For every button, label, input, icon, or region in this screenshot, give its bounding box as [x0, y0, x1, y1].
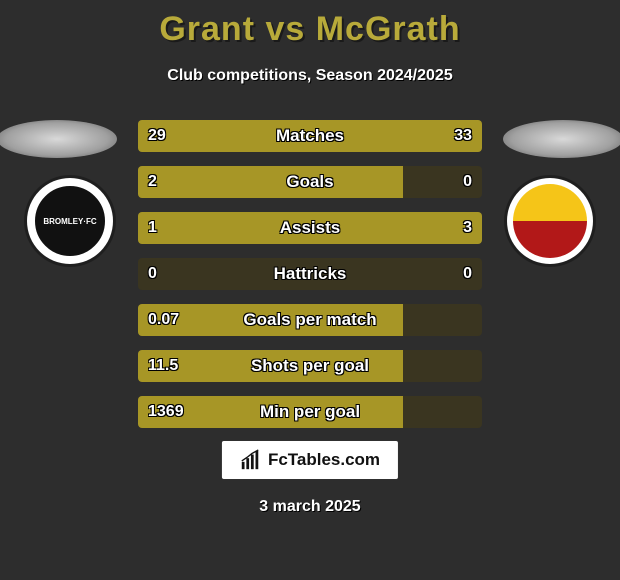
club-badge-right — [507, 178, 593, 264]
date-label: 3 march 2025 — [0, 498, 620, 516]
stats-list: 29Matches332Goals01Assists30Hattricks00.… — [138, 120, 482, 442]
season-subtitle: Club competitions, Season 2024/2025 — [0, 67, 620, 85]
stat-label: Goals — [138, 166, 482, 198]
stat-value-right: 33 — [454, 120, 472, 152]
stat-value-right: 0 — [463, 258, 472, 290]
page-title: Grant vs McGrath — [0, 10, 620, 49]
stat-label: Matches — [138, 120, 482, 152]
stat-row: 1369Min per goal — [138, 396, 482, 428]
brand-badge: FcTables.com — [221, 440, 399, 480]
stat-value-right: 3 — [463, 212, 472, 244]
club-badge-left: BROMLEY·FC — [27, 178, 113, 264]
stat-value-right: 0 — [463, 166, 472, 198]
club-crest-right-icon — [513, 184, 587, 258]
stat-row: 11.5Shots per goal — [138, 350, 482, 382]
player-right-silhouette — [503, 120, 620, 158]
stat-row: 0Hattricks0 — [138, 258, 482, 290]
player-left-silhouette — [0, 120, 117, 158]
brand-text: FcTables.com — [268, 450, 380, 470]
stat-row: 29Matches33 — [138, 120, 482, 152]
stat-label: Shots per goal — [138, 350, 482, 382]
stat-label: Hattricks — [138, 258, 482, 290]
chart-icon — [240, 449, 262, 471]
club-crest-left-icon: BROMLEY·FC — [33, 184, 107, 258]
comparison-card: Grant vs McGrath Club competitions, Seas… — [0, 0, 620, 580]
stat-label: Goals per match — [138, 304, 482, 336]
stat-row: 0.07Goals per match — [138, 304, 482, 336]
stat-row: 2Goals0 — [138, 166, 482, 198]
stat-row: 1Assists3 — [138, 212, 482, 244]
stat-label: Min per goal — [138, 396, 482, 428]
stat-label: Assists — [138, 212, 482, 244]
